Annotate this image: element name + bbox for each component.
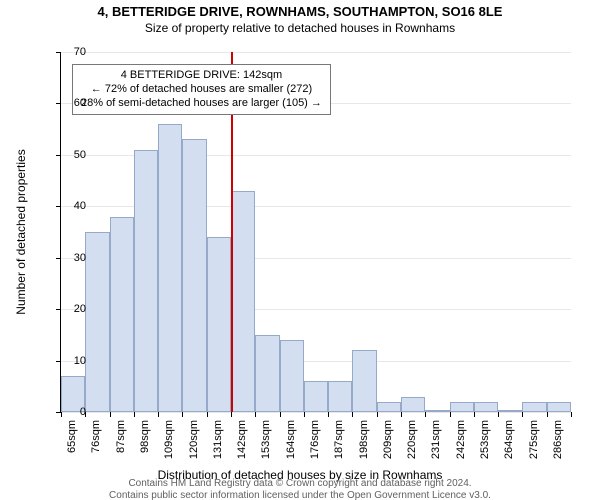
xtick-mark [498, 412, 499, 417]
histogram-bar [425, 410, 449, 412]
histogram-bar [522, 402, 546, 412]
xtick-label: 176sqm [309, 420, 321, 459]
xtick-mark [401, 412, 402, 417]
footer-line-1: Contains HM Land Registry data © Crown c… [0, 478, 600, 490]
xtick-mark [425, 412, 426, 417]
xtick-label: 142sqm [236, 420, 248, 459]
histogram-bar [352, 350, 376, 412]
xtick-label: 120sqm [188, 420, 200, 459]
footer-line-2: Contains public sector information licen… [0, 490, 600, 500]
xtick-mark [255, 412, 256, 417]
histogram-bar [377, 402, 401, 412]
xtick-label: 220sqm [406, 420, 418, 459]
ytick-label: 30 [46, 252, 86, 264]
legend-line-3: 28% of semi-detached houses are larger (… [81, 97, 322, 111]
histogram-bar [450, 402, 474, 412]
chart-footer: Contains HM Land Registry data © Crown c… [0, 478, 600, 500]
xtick-mark [134, 412, 135, 417]
xtick-label: 76sqm [90, 420, 102, 453]
xtick-mark [158, 412, 159, 417]
xtick-mark [450, 412, 451, 417]
ytick-label: 40 [46, 200, 86, 212]
chart-title: 4, BETTERIDGE DRIVE, ROWNHAMS, SOUTHAMPT… [0, 4, 600, 19]
histogram-bar [304, 381, 328, 412]
xtick-label: 198sqm [358, 420, 370, 459]
chart-container: 4, BETTERIDGE DRIVE, ROWNHAMS, SOUTHAMPT… [0, 4, 600, 500]
ytick-label: 50 [46, 149, 86, 161]
histogram-bar [280, 340, 304, 412]
xtick-mark [110, 412, 111, 417]
xtick-mark [522, 412, 523, 417]
histogram-bar [85, 232, 109, 412]
xtick-mark [571, 412, 572, 417]
xtick-mark [231, 412, 232, 417]
xtick-label: 286sqm [552, 420, 564, 459]
xtick-mark [474, 412, 475, 417]
histogram-bar [328, 381, 352, 412]
xtick-label: 65sqm [66, 420, 78, 453]
histogram-bar [158, 124, 182, 412]
xtick-label: 242sqm [455, 420, 467, 459]
histogram-bar [474, 402, 498, 412]
ytick-label: 60 [46, 97, 86, 109]
xtick-label: 98sqm [139, 420, 151, 453]
xtick-label: 209sqm [382, 420, 394, 459]
legend-box: 4 BETTERIDGE DRIVE: 142sqm ← 72% of deta… [72, 64, 331, 115]
ytick-label: 0 [46, 406, 86, 418]
grid-line [61, 52, 571, 53]
xtick-label: 187sqm [333, 420, 345, 459]
histogram-bar [134, 150, 158, 412]
histogram-bar [401, 397, 425, 412]
ytick-label: 70 [46, 46, 86, 58]
xtick-mark [182, 412, 183, 417]
histogram-bar [498, 410, 522, 412]
grid-line [61, 412, 571, 413]
legend-line-1: 4 BETTERIDGE DRIVE: 142sqm [81, 69, 322, 83]
xtick-mark [352, 412, 353, 417]
xtick-mark [207, 412, 208, 417]
y-axis-label: Number of detached properties [14, 149, 28, 314]
ytick-label: 20 [46, 303, 86, 315]
histogram-bar [110, 217, 134, 412]
legend-line-2: ← 72% of detached houses are smaller (27… [81, 83, 322, 97]
ytick-label: 10 [46, 355, 86, 367]
xtick-label: 153sqm [260, 420, 272, 459]
xtick-label: 275sqm [528, 420, 540, 459]
chart-subtitle: Size of property relative to detached ho… [0, 21, 600, 35]
histogram-bar [547, 402, 571, 412]
histogram-bar [207, 237, 231, 412]
xtick-label: 264sqm [503, 420, 515, 459]
histogram-bar [182, 139, 206, 412]
histogram-bar [231, 191, 255, 412]
xtick-mark [280, 412, 281, 417]
xtick-mark [547, 412, 548, 417]
xtick-label: 109sqm [163, 420, 175, 459]
xtick-mark [328, 412, 329, 417]
xtick-label: 131sqm [212, 420, 224, 459]
xtick-label: 164sqm [285, 420, 297, 459]
histogram-bar [255, 335, 279, 412]
xtick-mark [377, 412, 378, 417]
xtick-mark [304, 412, 305, 417]
xtick-label: 87sqm [115, 420, 127, 453]
xtick-label: 231sqm [430, 420, 442, 459]
xtick-label: 253sqm [479, 420, 491, 459]
